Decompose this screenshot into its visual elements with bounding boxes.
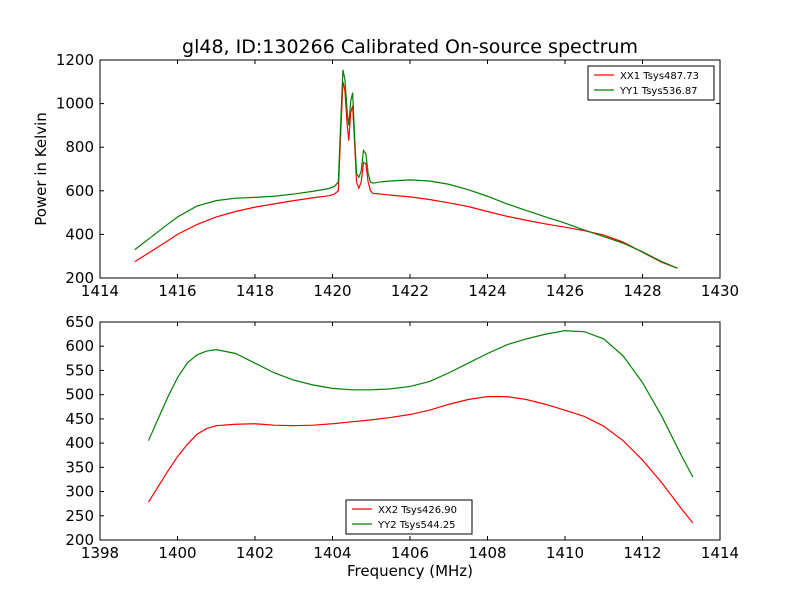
y-tick-label: 400: [65, 225, 94, 243]
y-tick-label: 200: [65, 269, 94, 287]
legend-label: XX2 Tsys426.90: [378, 505, 457, 516]
axes-2: 1398 1400 1402 1404 1406 1408 1410 1412 1414 200 2…: [65, 313, 739, 580]
y-tick-label: 1200: [56, 51, 94, 69]
y-axis-label: Power in Kelvin: [32, 112, 50, 226]
y-tick-label: 600: [65, 182, 94, 200]
x-tick-label: 1400: [158, 544, 196, 562]
axes-1: 1414 1416 1418 1420 1422 1424 1426 1428 1430 200 4…: [32, 51, 739, 300]
x-tick-label: 1404: [313, 544, 351, 562]
series-line-2-2: [147, 330, 694, 478]
legend-label: YY1 Tsys536.87: [619, 86, 698, 97]
y-tick-label: 800: [65, 138, 94, 156]
legend-box: [587, 65, 715, 101]
x-tick-label: 1416: [158, 282, 196, 300]
y-tick-label: 350: [65, 458, 94, 476]
x-tick-label: 1402: [236, 544, 274, 562]
y-tick-label: 300: [65, 483, 94, 501]
x-tick-label: 1426: [546, 282, 584, 300]
y-tick-label: 400: [65, 434, 94, 452]
x-tick-label: 1430: [701, 282, 739, 300]
x-tick-label: 1408: [468, 544, 506, 562]
legend-label: YY2 Tsys544.25: [377, 520, 456, 531]
y-tick-label: 250: [65, 507, 94, 525]
legend-1: XX1 Tsys487.73 YY1 Tsys536.87: [587, 65, 715, 101]
x-tick-label: 1414: [701, 544, 739, 562]
chart-title: gl48, ID:130266 Calibrated On-source spe…: [182, 36, 638, 58]
x-tick-label: 1406: [391, 544, 429, 562]
x-tick-label: 1418: [236, 282, 274, 300]
y-tick-label: 550: [65, 361, 94, 379]
y-tick-label: 650: [65, 313, 94, 331]
series-line-1-2: [134, 69, 678, 269]
series-line-1-1: [134, 81, 678, 269]
legend-2: XX2 Tsys426.90 YY2 Tsys544.25: [345, 499, 473, 535]
x-tick-label: 1420: [313, 282, 351, 300]
x-tick-label: 1414: [81, 282, 119, 300]
y-tick-label: 450: [65, 410, 94, 428]
y-tick-label: 600: [65, 337, 94, 355]
x-tick-label: 1428: [623, 282, 661, 300]
legend-box: [345, 499, 473, 535]
x-tick-label: 1398: [81, 544, 119, 562]
y-tick-label: 200: [65, 531, 94, 549]
y-tick-label: 500: [65, 386, 94, 404]
x-tick-label: 1410: [546, 544, 584, 562]
legend-label: XX1 Tsys487.73: [620, 71, 699, 82]
x-axis-label: Frequency (MHz): [347, 562, 473, 580]
series-line-2-1: [147, 396, 694, 524]
x-tick-label: 1412: [623, 544, 661, 562]
x-tick-label: 1422: [391, 282, 429, 300]
y-tick-label: 1000: [56, 95, 94, 113]
x-tick-label: 1424: [468, 282, 506, 300]
